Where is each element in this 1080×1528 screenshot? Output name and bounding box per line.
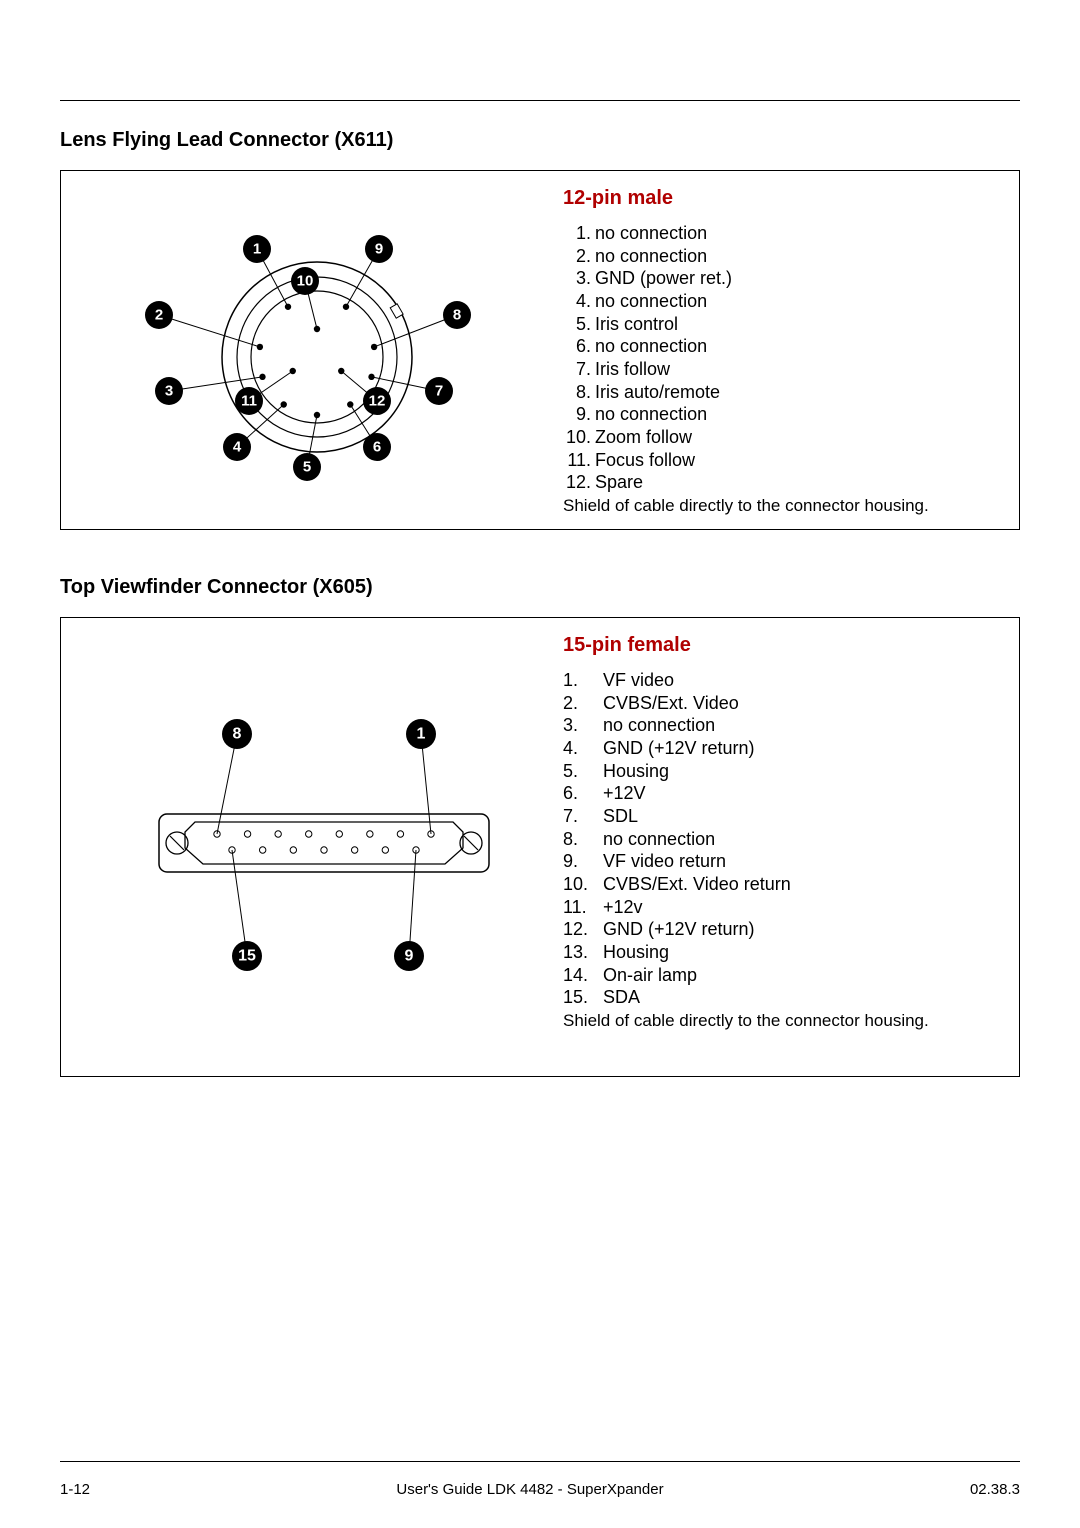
connector-12pin-svg: 123456789101112: [79, 187, 559, 517]
pin-item: 9.no connection: [563, 403, 1001, 426]
footer-left: 1-12: [60, 1481, 90, 1498]
svg-text:8: 8: [453, 307, 461, 324]
pin-item: 8.no connection: [563, 828, 1001, 851]
section2-title: Top Viewfinder Connector (X605): [60, 576, 1020, 599]
svg-text:9: 9: [375, 241, 383, 258]
pin-item: 4.GND (+12V return): [563, 737, 1001, 760]
pin-item: 2.CVBS/Ext. Video: [563, 692, 1001, 715]
svg-text:12: 12: [369, 393, 386, 410]
pin-item: 5.Iris control: [563, 313, 1001, 336]
section1-text: 12-pin male 1.no connection2.no connecti…: [559, 187, 1001, 513]
pin-item: 11.+12v: [563, 896, 1001, 919]
pin-item: 7.Iris follow: [563, 358, 1001, 381]
footer-center: User's Guide LDK 4482 - SuperXpander: [396, 1481, 663, 1498]
svg-text:4: 4: [233, 439, 242, 456]
svg-text:7: 7: [435, 383, 443, 400]
pin-item: 1.no connection: [563, 222, 1001, 245]
pin-item: 13.Housing: [563, 941, 1001, 964]
pin-item: 12.Spare: [563, 471, 1001, 494]
section1-title: Lens Flying Lead Connector (X611): [60, 129, 1020, 152]
pin-item: 9.VF video return: [563, 850, 1001, 873]
svg-text:1: 1: [417, 726, 426, 743]
svg-text:8: 8: [233, 726, 242, 743]
section2-subtitle: 15-pin female: [563, 634, 1001, 657]
top-rule: [60, 100, 1020, 101]
pin-item: 4.no connection: [563, 290, 1001, 313]
section1-pinlist: 1.no connection2.no connection3.GND (pow…: [563, 222, 1001, 494]
svg-text:5: 5: [303, 459, 311, 476]
pin-item: 14.On-air lamp: [563, 964, 1001, 987]
pin-item: 1.VF video: [563, 669, 1001, 692]
section1-note: Shield of cable directly to the connecto…: [563, 496, 1001, 516]
pin-item: 3.no connection: [563, 714, 1001, 737]
pin-item: 12.GND (+12V return): [563, 918, 1001, 941]
svg-text:1: 1: [253, 241, 261, 258]
svg-text:10: 10: [297, 273, 314, 290]
svg-text:3: 3: [165, 383, 173, 400]
connector-15pin-svg: 8 1 15 9: [79, 634, 559, 1054]
svg-text:15: 15: [238, 948, 256, 965]
page: Lens Flying Lead Connector (X611) 123456…: [0, 0, 1080, 1528]
pin-item: 3.GND (power ret.): [563, 267, 1001, 290]
section2-pinlist: 1.VF video2.CVBS/Ext. Video3.no connecti…: [563, 669, 1001, 1009]
pin-item: 8.Iris auto/remote: [563, 381, 1001, 404]
svg-text:2: 2: [155, 307, 163, 324]
section1-diagram: 123456789101112: [79, 187, 559, 513]
footer-right: 02.38.3: [970, 1481, 1020, 1498]
pin-item: 6.no connection: [563, 335, 1001, 358]
section1-panel: 123456789101112 12-pin male 1.no connect…: [60, 170, 1020, 530]
pin-item: 10.CVBS/Ext. Video return: [563, 873, 1001, 896]
pin-item: 6.+12V: [563, 782, 1001, 805]
section2-note: Shield of cable directly to the connecto…: [563, 1011, 1001, 1031]
section2-panel: 8 1 15 9 15-pin female 1.VF video2.CVBS/Ext…: [60, 617, 1020, 1077]
pin-item: 7.SDL: [563, 805, 1001, 828]
svg-text:6: 6: [373, 439, 381, 456]
footer-rule: [60, 1461, 1020, 1462]
page-footer: 1-12 User's Guide LDK 4482 - SuperXpande…: [60, 1481, 1020, 1498]
svg-text:9: 9: [405, 948, 414, 965]
section1-subtitle: 12-pin male: [563, 187, 1001, 210]
pin-item: 15.SDA: [563, 986, 1001, 1009]
pin-item: 10.Zoom follow: [563, 426, 1001, 449]
section2-text: 15-pin female 1.VF video2.CVBS/Ext. Vide…: [559, 634, 1001, 1060]
pin-item: 11.Focus follow: [563, 449, 1001, 472]
pin-item: 5.Housing: [563, 760, 1001, 783]
svg-text:11: 11: [241, 393, 257, 410]
section2-diagram: 8 1 15 9: [79, 634, 559, 1060]
pin-item: 2.no connection: [563, 245, 1001, 268]
